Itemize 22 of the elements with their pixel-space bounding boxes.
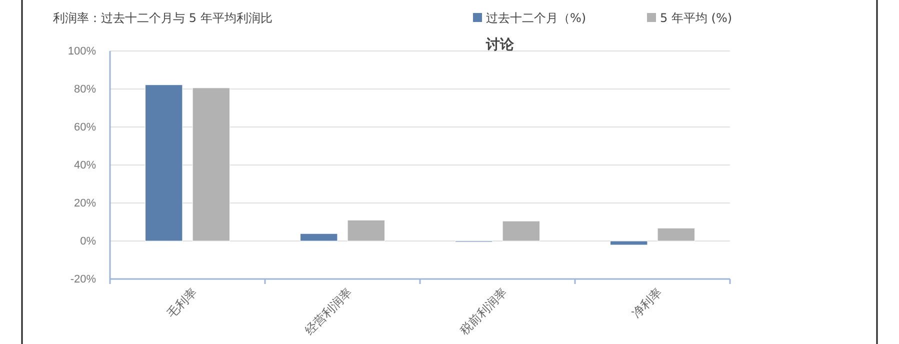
y-tick-label: 0% xyxy=(80,236,96,248)
y-tick-label: 60% xyxy=(74,122,96,134)
x-tick-label: 经营利润率 xyxy=(302,285,355,338)
y-tick-label: 100% xyxy=(68,46,96,58)
y-tick-label: -20% xyxy=(70,274,96,286)
y-tick-label: 20% xyxy=(74,198,96,210)
chart-subtitle: 讨论 xyxy=(485,37,515,53)
bar xyxy=(610,240,648,246)
y-tick-label: 40% xyxy=(74,160,96,172)
x-tick-label: 毛利率 xyxy=(164,285,200,321)
x-tick-label: 税前利润率 xyxy=(457,285,510,338)
bar xyxy=(502,220,540,242)
y-tick-label: 80% xyxy=(74,84,96,96)
bar xyxy=(192,88,230,242)
legend-label: 过去十二个月（%) xyxy=(486,11,586,25)
x-tick-label: 净利率 xyxy=(629,285,665,321)
bar xyxy=(347,220,385,242)
legend-label: 5 年平均 (%) xyxy=(660,11,732,25)
bar xyxy=(657,228,695,242)
chart-title: 利润率：过去十二个月与 5 年平均利润比 xyxy=(53,11,272,25)
bar xyxy=(300,233,338,242)
bar xyxy=(145,84,183,242)
